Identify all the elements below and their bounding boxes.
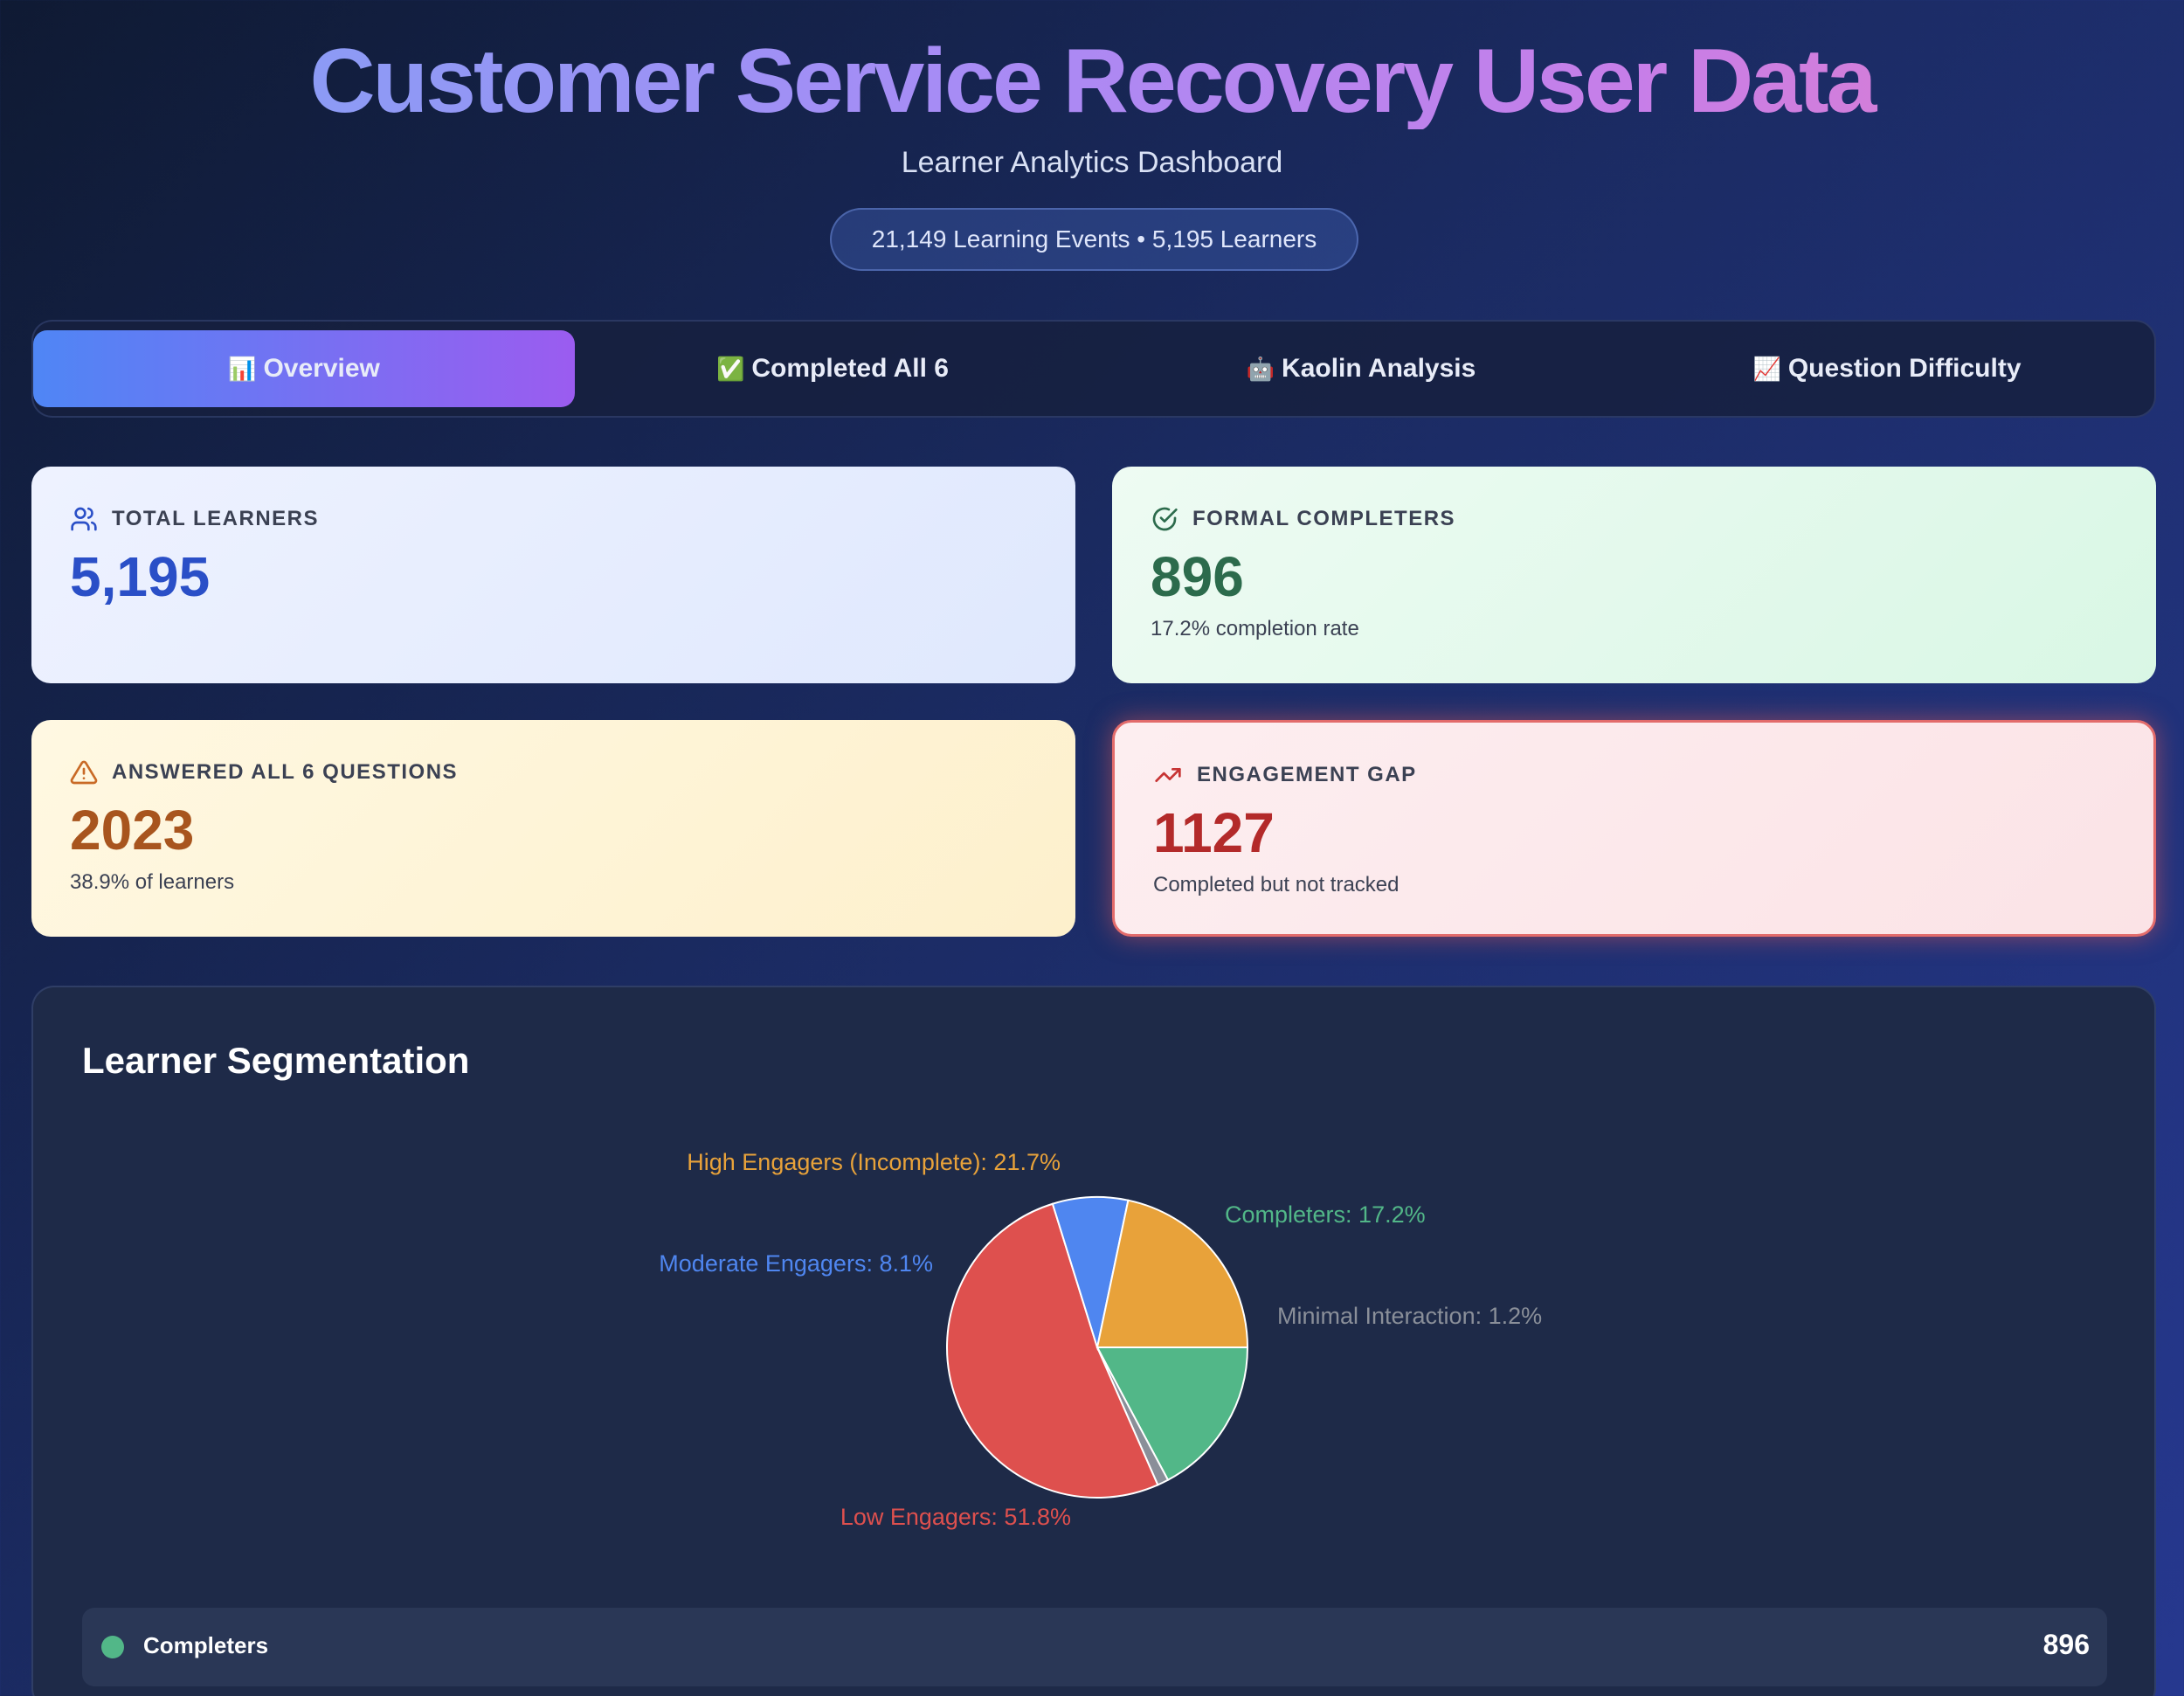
card-value: 2023 xyxy=(70,799,195,862)
total-learners-card: TOTAL LEARNERS 5,195 xyxy=(31,467,1075,683)
tab-label: Completed All 6 xyxy=(751,354,949,383)
card-label: FORMAL COMPLETERS xyxy=(1192,507,1456,530)
pie-label: Moderate Engagers: 8.1% xyxy=(659,1250,933,1277)
card-subtext: Completed but not tracked xyxy=(1153,873,1400,896)
card-value: 896 xyxy=(1151,545,1244,608)
robot-icon: 🤖 xyxy=(1246,355,1275,382)
legend-label: Completers xyxy=(143,1632,269,1658)
card-value: 1127 xyxy=(1153,801,1275,864)
panel-title: Learner Segmentation xyxy=(82,1040,470,1081)
tab-completed-all-6[interactable]: ✅ Completed All 6 xyxy=(562,330,1103,407)
tab-kaolin-analysis[interactable]: 🤖 Kaolin Analysis xyxy=(1090,330,1632,407)
legend-row-completers[interactable]: Completers 896 xyxy=(82,1608,2107,1686)
card-label: ANSWERED ALL 6 QUESTIONS xyxy=(112,760,459,784)
tab-label: Kaolin Analysis xyxy=(1282,354,1476,383)
page-subtitle: Learner Analytics Dashboard xyxy=(901,146,1283,179)
bar-chart-icon: 📊 xyxy=(228,355,257,382)
learner-segmentation-panel: Learner Segmentation Completers: 17.2% Mi… xyxy=(31,986,2156,1696)
card-subtext: 17.2% completion rate xyxy=(1151,617,1359,640)
pie-slice-high-engagers-incomplete[interactable] xyxy=(1095,1199,1249,1348)
tab-question-difficulty[interactable]: 📈 Question Difficulty xyxy=(1616,330,2158,407)
pie-slice-completers[interactable] xyxy=(1095,1346,1249,1482)
pie-label: High Engagers (Incomplete): 21.7% xyxy=(687,1149,1061,1175)
check-mark-icon: ✅ xyxy=(716,355,745,382)
pie-slice-low-engagers[interactable] xyxy=(946,1202,1159,1499)
answered-all-card: ANSWERED ALL 6 QUESTIONS 2023 38.9% of l… xyxy=(31,720,1075,937)
pie-label: Completers: 17.2% xyxy=(1225,1201,1426,1228)
trending-up-icon xyxy=(1155,768,1181,782)
pie-label: Minimal Interaction: 1.2% xyxy=(1277,1303,1542,1329)
summary-badge: 21,149 Learning Events • 5,195 Learners xyxy=(830,208,1358,271)
card-label: TOTAL LEARNERS xyxy=(112,507,320,530)
chart-increasing-icon: 📈 xyxy=(1752,355,1781,382)
pie-label: Low Engagers: 51.8% xyxy=(840,1504,1071,1530)
users-icon xyxy=(71,507,97,531)
segmentation-pie-chart: Completers: 17.2% Minimal Interaction: 1.… xyxy=(659,1149,1542,1530)
engagement-gap-card: ENGAGEMENT GAP 1127 Completed but not tr… xyxy=(1112,720,2156,937)
tab-bar: 📊 Overview ✅ Completed All 6 🤖 Kaolin An… xyxy=(31,320,2156,418)
pie-slice-moderate-engagers[interactable] xyxy=(1051,1196,1130,1351)
legend-color-dot xyxy=(101,1636,124,1658)
legend-value: 896 xyxy=(2042,1629,2090,1660)
card-label: ENGAGEMENT GAP xyxy=(1197,763,1417,786)
formal-completers-card: FORMAL COMPLETERS 896 17.2% completion r… xyxy=(1112,467,2156,683)
tab-overview[interactable]: 📊 Overview xyxy=(33,330,575,407)
page-title: Customer Service Recovery User Data xyxy=(0,33,2184,129)
check-circle-icon xyxy=(1152,507,1178,531)
warning-icon xyxy=(70,760,98,785)
tab-label: Overview xyxy=(263,354,380,383)
card-subtext: 38.9% of learners xyxy=(70,870,235,894)
tab-label: Question Difficulty xyxy=(1787,354,2022,383)
card-value: 5,195 xyxy=(70,545,211,608)
